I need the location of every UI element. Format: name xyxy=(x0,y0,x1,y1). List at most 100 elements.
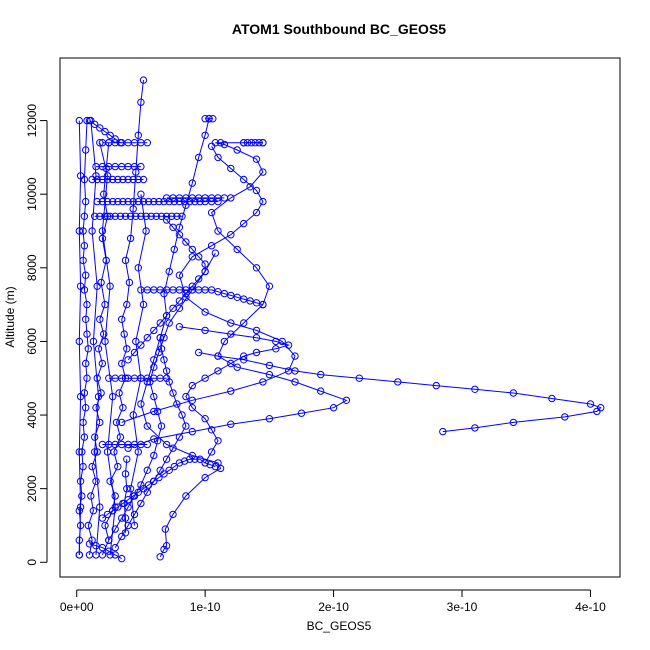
data-point xyxy=(161,525,170,533)
data-series xyxy=(195,348,605,436)
data-point xyxy=(119,197,127,206)
data-point xyxy=(227,231,235,239)
data-point xyxy=(82,271,90,279)
data-point xyxy=(157,345,166,353)
data-point xyxy=(106,282,114,290)
data-point xyxy=(98,175,107,184)
data-point xyxy=(561,413,569,421)
data-point xyxy=(93,282,101,290)
data-point xyxy=(153,437,162,445)
data-point xyxy=(98,234,107,243)
data-point xyxy=(116,433,125,441)
data-point xyxy=(233,293,241,301)
data-point xyxy=(87,492,95,500)
data-point xyxy=(227,359,235,368)
y-tick-label: 10000 xyxy=(25,177,39,211)
data-point xyxy=(162,440,171,449)
data-point xyxy=(162,542,171,550)
y-tick-label: 4000 xyxy=(25,401,39,428)
data-point xyxy=(93,448,101,456)
data-point xyxy=(586,400,595,408)
data-point xyxy=(240,139,248,147)
data-point xyxy=(98,227,107,235)
data-point xyxy=(150,451,158,460)
data-point xyxy=(394,378,402,386)
data-point xyxy=(126,485,135,493)
data-point xyxy=(83,300,91,309)
data-point xyxy=(165,197,173,206)
data-point xyxy=(209,115,217,123)
data-point xyxy=(101,337,109,346)
data-point xyxy=(252,186,261,195)
data-point xyxy=(160,356,168,364)
data-point xyxy=(233,245,241,254)
data-point xyxy=(201,326,209,335)
data-point xyxy=(100,330,108,338)
data-point xyxy=(165,267,173,276)
data-point xyxy=(119,175,127,184)
data-point xyxy=(118,315,126,323)
data-point xyxy=(156,553,164,561)
data-point xyxy=(124,175,132,184)
data-point xyxy=(291,367,299,375)
data-point xyxy=(129,205,137,213)
data-point xyxy=(220,337,229,346)
data-point xyxy=(259,197,267,206)
series-line xyxy=(78,120,82,555)
data-point xyxy=(76,477,85,485)
data-point xyxy=(80,175,89,184)
data-point xyxy=(252,208,261,217)
series-line xyxy=(121,146,296,423)
data-point xyxy=(78,492,86,500)
data-point xyxy=(144,197,153,206)
data-point xyxy=(247,139,256,147)
data-point xyxy=(114,175,122,184)
data-point xyxy=(82,359,90,368)
data-series xyxy=(120,455,131,537)
data-point xyxy=(143,334,152,342)
data-point xyxy=(252,326,261,335)
data-point xyxy=(130,521,139,530)
data-point xyxy=(119,404,127,412)
data-point xyxy=(227,319,235,327)
data-point xyxy=(155,197,163,206)
data-point xyxy=(169,389,177,397)
data-point xyxy=(75,337,84,346)
data-point xyxy=(150,392,158,401)
data-point xyxy=(201,260,209,268)
data-point xyxy=(75,551,84,559)
data-point xyxy=(188,179,197,187)
data-series xyxy=(87,116,104,559)
data-point xyxy=(178,212,186,221)
data-point xyxy=(88,536,96,544)
data-point xyxy=(188,427,197,436)
data-point xyxy=(114,197,122,206)
data-point xyxy=(137,190,145,198)
data-point xyxy=(169,510,177,519)
data-point xyxy=(155,473,163,482)
data-point xyxy=(111,212,119,221)
data-point xyxy=(150,435,158,443)
data-point xyxy=(123,345,131,353)
data-point xyxy=(207,208,216,217)
data-point xyxy=(139,76,148,84)
data-point xyxy=(471,424,479,432)
data-point xyxy=(175,231,184,239)
data-point xyxy=(246,183,254,191)
data-series xyxy=(126,190,150,530)
data-point xyxy=(471,385,479,393)
data-point xyxy=(121,256,130,265)
data-point xyxy=(182,392,190,401)
x-axis: 0e+00 1e-10 2e-10 3e-10 4e-10 xyxy=(60,589,606,614)
data-point xyxy=(129,411,137,419)
series-line xyxy=(108,252,216,541)
data-point xyxy=(105,547,113,555)
data-point xyxy=(78,448,86,456)
data-point xyxy=(317,387,325,395)
data-point xyxy=(246,297,254,305)
data-point xyxy=(92,477,100,485)
data-point xyxy=(139,175,148,184)
data-point xyxy=(76,282,85,290)
data-point xyxy=(207,242,216,250)
data-point xyxy=(137,341,145,349)
